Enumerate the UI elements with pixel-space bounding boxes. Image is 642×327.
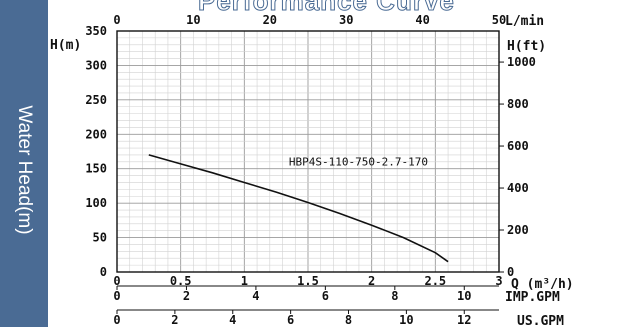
us-tick-label: 6	[287, 313, 294, 327]
y-tick-label: 100	[85, 196, 107, 210]
performance-curve	[148, 154, 449, 263]
imp-axis-unit: IMP.GPM	[505, 290, 560, 305]
top-tick-label: 10	[186, 13, 200, 27]
top-tick-label: 40	[415, 13, 429, 27]
us-tick-label: 0	[113, 313, 120, 327]
top-axis-unit: L/min	[505, 14, 544, 29]
y-tick-label: 350	[85, 24, 107, 38]
x-tick-label: 1.5	[297, 274, 319, 288]
performance-chart: 0 0.5 1 1.5 2 2.5 3 Q (m³/h)0501001502002503003…	[50, 13, 574, 327]
right-tick-label: 400	[507, 181, 529, 195]
y-tick-label: 200	[85, 127, 107, 141]
us-tick-label: 12	[457, 313, 471, 327]
imp-tick-label: 2	[183, 289, 190, 303]
us-tick-label: 4	[229, 313, 236, 327]
x-axis-unit: Q (m³/h)	[511, 277, 574, 292]
right-tick-label: 800	[507, 97, 529, 111]
imp-tick-label: 8	[391, 289, 398, 303]
y-tick-label: 300	[85, 58, 107, 72]
us-tick-label: 10	[399, 313, 413, 327]
us-tick-label: 8	[345, 313, 352, 327]
series-label: HBP4S-110-750-2.7-170	[289, 155, 428, 168]
x-tick-label: 1	[241, 274, 248, 288]
x-tick-label: 2.5	[424, 274, 446, 288]
right-tick-label: 1000	[507, 55, 536, 69]
imp-tick-label: 4	[252, 289, 259, 303]
x-tick-label: 0	[113, 274, 120, 288]
side-band: Water Head(m)	[0, 0, 48, 327]
y-axis-title: Water Head(m)	[14, 105, 35, 235]
chart-panel: Performance Curve 0 0.5 1 1.5 2 2.5 3 Q (m³/h) 0…	[48, 0, 642, 327]
right-axis-unit: H(ft)	[507, 39, 546, 54]
plot-frame	[116, 30, 500, 273]
y-tick-label: 250	[85, 93, 107, 107]
chart-title: Performance Curve	[198, 0, 455, 17]
top-tick-label: 30	[339, 13, 353, 27]
right-tick-label: 600	[507, 139, 529, 153]
y-axis-unit: H(m)	[50, 38, 81, 53]
us-axis-unit: US.GPM	[517, 314, 564, 327]
right-tick-label: 200	[507, 223, 529, 237]
imp-tick-label: 6	[322, 289, 329, 303]
top-tick-label: 0	[113, 13, 120, 27]
y-tick-label: 150	[85, 162, 107, 176]
top-tick-label: 50	[492, 13, 506, 27]
top-tick-label: 20	[263, 13, 277, 27]
us-tick-label: 2	[171, 313, 178, 327]
x-tick-label: 3	[495, 274, 502, 288]
x-tick-label: 0.5	[170, 274, 192, 288]
x-tick-label: 2	[368, 274, 375, 288]
imp-tick-label: 10	[457, 289, 471, 303]
imp-tick-label: 0	[113, 289, 120, 303]
y-tick-label: 50	[93, 231, 107, 245]
y-tick-label: 0	[100, 265, 107, 279]
right-tick-label: 0	[507, 265, 514, 279]
